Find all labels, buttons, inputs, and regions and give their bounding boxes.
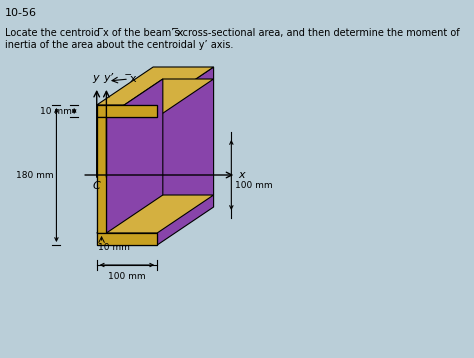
Polygon shape xyxy=(97,233,157,245)
Text: 100 mm: 100 mm xyxy=(108,272,146,281)
Text: ̅x: ̅x xyxy=(130,74,137,84)
Text: 10 mm: 10 mm xyxy=(40,106,72,116)
Polygon shape xyxy=(106,79,163,233)
Text: 180 mm: 180 mm xyxy=(17,170,54,179)
Text: y: y xyxy=(92,73,99,83)
Polygon shape xyxy=(97,117,106,233)
Text: 10 mm: 10 mm xyxy=(98,242,130,252)
Polygon shape xyxy=(97,105,157,117)
Polygon shape xyxy=(97,105,157,117)
Text: 100 mm: 100 mm xyxy=(236,180,273,189)
Text: 10-56: 10-56 xyxy=(5,8,37,18)
Polygon shape xyxy=(157,67,214,245)
Text: inertia of the area about the centroidal y’ axis.: inertia of the area about the centroidal… xyxy=(5,40,233,50)
Polygon shape xyxy=(106,79,214,117)
Text: ̅x: ̅x xyxy=(178,28,185,38)
Polygon shape xyxy=(97,117,106,233)
Polygon shape xyxy=(97,233,157,245)
Polygon shape xyxy=(97,67,214,105)
Text: y’: y’ xyxy=(103,73,113,83)
Polygon shape xyxy=(97,195,214,233)
Text: C: C xyxy=(92,181,100,191)
Text: Locate the centroid ̅x of the beam’s cross-sectional area, and then determine th: Locate the centroid ̅x of the beam’s cro… xyxy=(5,28,459,38)
Text: x: x xyxy=(238,170,245,180)
